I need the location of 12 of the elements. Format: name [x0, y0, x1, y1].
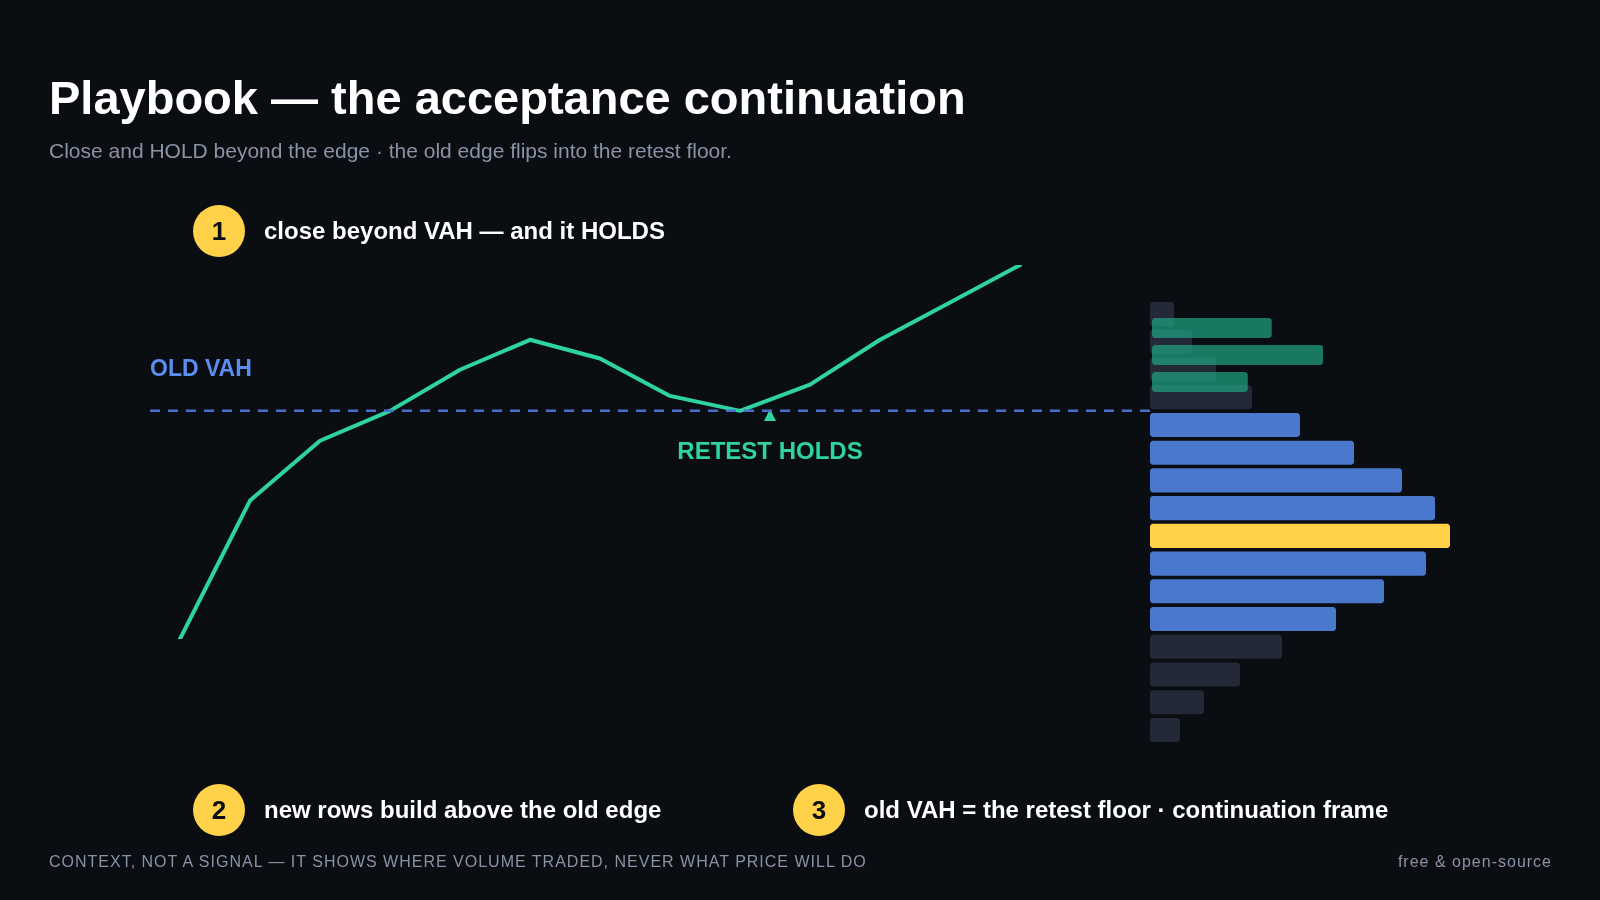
chart-title: Playbook — the acceptance continuation	[49, 70, 966, 125]
text: close beyond VAH — and it HOLDS	[264, 217, 665, 245]
number-badge: 2	[193, 784, 245, 836]
text: old VAH = the retest floor · continuation frame	[864, 796, 1389, 824]
number-badge: 1	[193, 205, 245, 257]
text: CONTEXT, NOT A SIGNAL — IT SHOWS WHERE VOLUME TRADED, NEVER WHAT PRICE WILL DO	[49, 853, 867, 871]
text: free & open-source	[1397, 853, 1552, 871]
annotation: RETEST HOLDS	[677, 437, 863, 465]
number-badge: 3	[793, 784, 845, 836]
ref-line-label: OLD VAH	[150, 354, 252, 381]
text: new rows build above the old edge	[264, 796, 662, 824]
chart-subtitle: Close and HOLD beyond the edge · the old edge flips into the retest floor.	[49, 139, 732, 163]
